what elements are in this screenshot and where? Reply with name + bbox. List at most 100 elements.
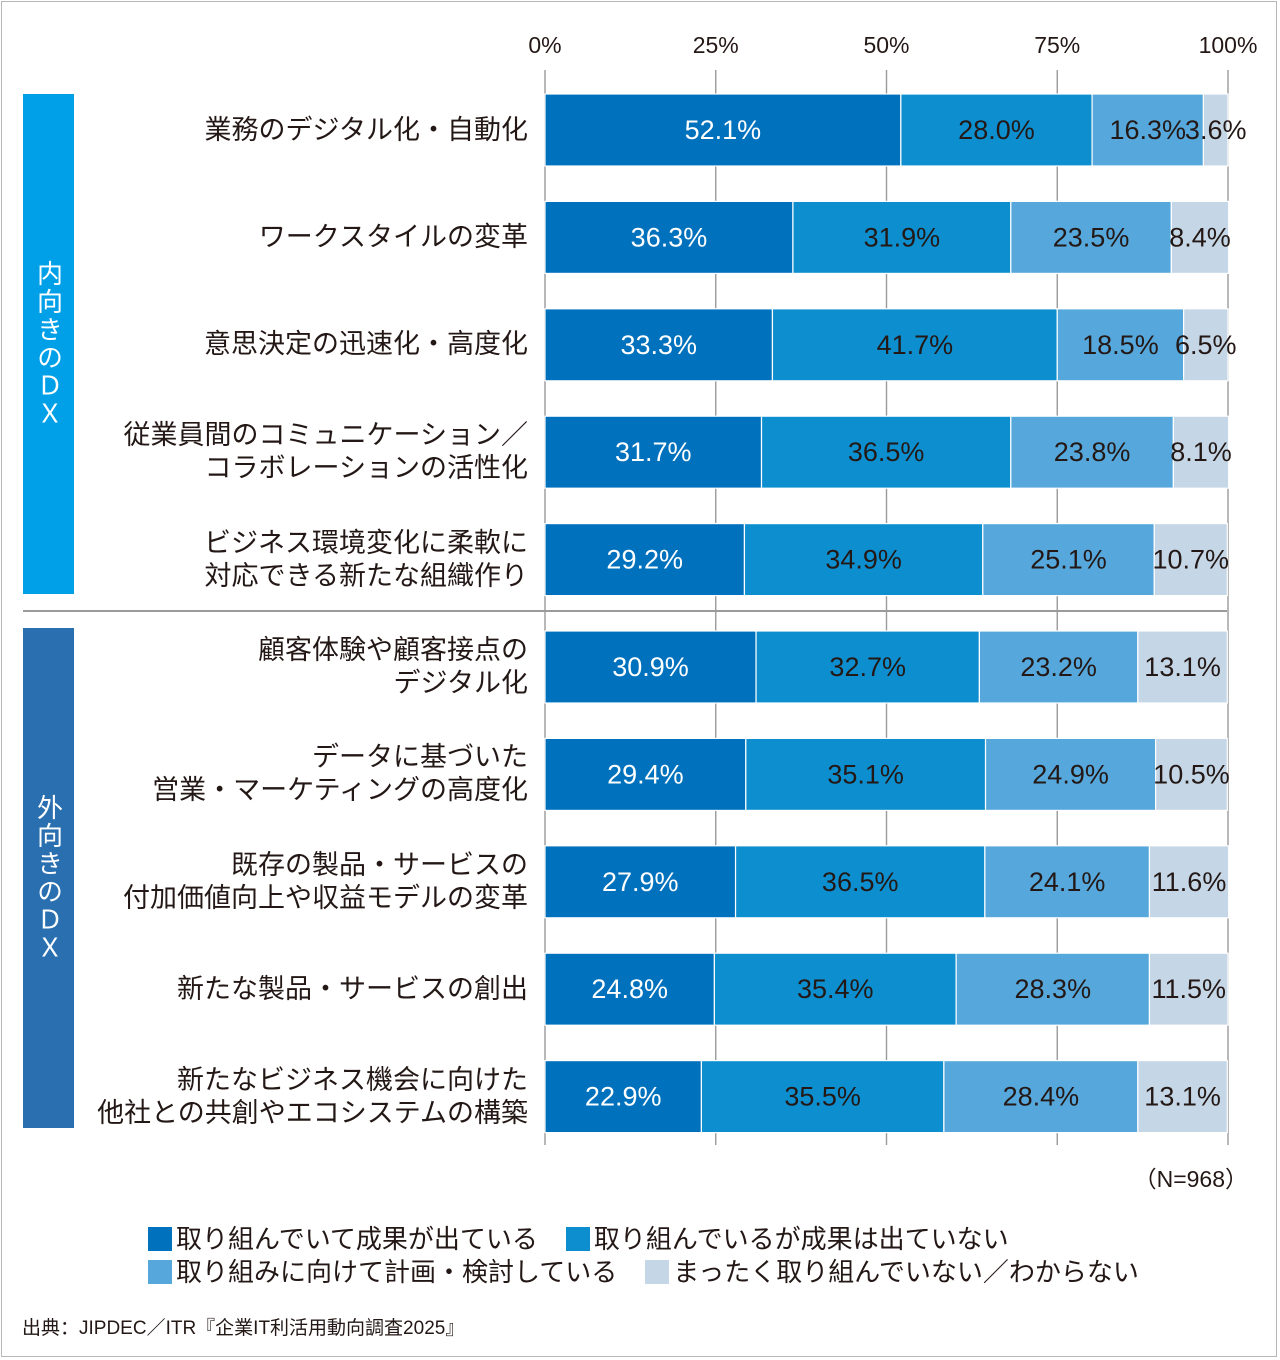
category-label: 意思決定の迅速化・高度化 <box>204 329 528 360</box>
category-label: 顧客体験や顧客接点の デジタル化 <box>258 635 528 698</box>
bar-segment <box>544 93 902 167</box>
bar-segment <box>1183 308 1229 382</box>
data-label: 24.9% <box>1032 759 1109 789</box>
bar-segment <box>900 93 1093 167</box>
legend-swatch <box>565 1226 590 1251</box>
x-tick-label: 75% <box>1034 32 1081 58</box>
data-label: 25.1% <box>1030 545 1107 575</box>
source-note: 出典：JIPDEC／ITR『企業IT利活用動向調査2025』 <box>22 1318 465 1339</box>
group-divider <box>23 610 1227 612</box>
data-label: 32.7% <box>829 652 906 682</box>
legend-label: 取り組んでいて成果が出ている <box>176 1223 538 1254</box>
bar-segment <box>745 737 987 812</box>
bar-segment <box>713 952 957 1026</box>
bar-segment <box>1172 415 1230 489</box>
legend-swatch <box>148 1226 172 1251</box>
category-label: ワークスタイルの変革 <box>258 221 528 252</box>
category-label: 新たなビジネス機会に向けた 他社との共創やエコシステムの構築 <box>97 1064 528 1128</box>
category-label: データに基づいた 営業・マーケティングの高度化 <box>152 742 528 806</box>
legend-swatch <box>148 1259 172 1284</box>
data-label: 16.3% <box>1109 115 1186 145</box>
data-label: 52.1% <box>685 115 762 145</box>
data-label: 8.1% <box>1170 437 1232 467</box>
legend-label: まったく取り組んでいない／わからない <box>673 1256 1139 1287</box>
legend-item: 取り組みに向けて計画・検討している <box>148 1256 617 1288</box>
bar-segment <box>984 845 1151 919</box>
data-label: 30.9% <box>612 652 689 682</box>
data-label: 29.4% <box>607 759 684 789</box>
sample-size-note: （N=968） <box>1133 1166 1248 1192</box>
bar-segment <box>1148 952 1229 1026</box>
data-label: 6.5% <box>1175 330 1237 360</box>
bar-segment <box>771 308 1058 382</box>
data-label: 41.7% <box>877 330 954 360</box>
data-label: 28.4% <box>1003 1082 1080 1112</box>
data-label: 23.2% <box>1020 652 1097 682</box>
data-label: 28.3% <box>1015 974 1092 1004</box>
data-label: 36.5% <box>848 437 925 467</box>
data-label: 22.9% <box>585 1082 662 1112</box>
data-label: 34.9% <box>825 545 902 575</box>
bar-segment <box>1148 845 1230 919</box>
data-label: 31.9% <box>864 222 941 252</box>
bar-segment <box>760 415 1012 489</box>
data-label: 27.9% <box>602 867 679 897</box>
bar-segment <box>544 1059 703 1134</box>
data-label: 13.1% <box>1144 1082 1221 1112</box>
data-label: 28.0% <box>958 115 1035 145</box>
data-label: 24.1% <box>1029 867 1106 897</box>
bar-segment <box>1170 200 1230 274</box>
data-label: 35.4% <box>797 974 874 1004</box>
legend-label: 取り組んでいるが成果は出ていない <box>593 1223 1009 1254</box>
bar-segment <box>755 630 980 704</box>
legend: 取り組んでいて成果が出ている 取り組んでいるが成果は出ていない 取り組みに向けて計画… <box>148 1222 1139 1288</box>
legend-item: 取り組んでいて成果が出ている <box>148 1223 538 1255</box>
category-label: 既存の製品・サービスの 付加価値向上や収益モデルの変革 <box>123 849 528 913</box>
bar-segment <box>1137 1059 1228 1134</box>
bar-segment <box>544 845 737 919</box>
legend-item: まったく取り組んでいない／わからない <box>645 1256 1139 1288</box>
bar-segment <box>700 1059 945 1134</box>
bar-segment <box>1091 93 1205 167</box>
data-label: 8.4% <box>1169 222 1231 252</box>
group-label: 内向きのＤＸ <box>23 94 74 594</box>
bar-segment <box>978 630 1139 704</box>
data-label: 3.6% <box>1185 115 1247 145</box>
data-label: 23.5% <box>1053 222 1130 252</box>
data-label: 36.3% <box>631 222 708 252</box>
data-label: 24.8% <box>591 974 668 1004</box>
bar-segment <box>544 952 715 1026</box>
bar-segment <box>1137 630 1228 704</box>
data-label: 31.7% <box>615 437 692 467</box>
legend-swatch <box>645 1259 670 1284</box>
data-label: 35.1% <box>827 759 904 789</box>
data-label: 11.6% <box>1152 867 1227 897</box>
x-tick-label: 25% <box>692 32 739 58</box>
bar-segment <box>544 415 763 489</box>
data-label: 18.5% <box>1082 330 1159 360</box>
category-label: 新たな製品・サービスの創出 <box>177 973 528 1004</box>
bar-segment <box>1056 308 1185 382</box>
bar-segment <box>1202 93 1229 167</box>
category-label: 従業員間のコミュニケーション／ コラボレーションの活性化 <box>123 420 528 484</box>
data-label: 10.5% <box>1153 759 1230 789</box>
bar-segment <box>544 308 774 382</box>
data-label: 13.1% <box>1144 652 1221 682</box>
bar-segment <box>544 737 747 812</box>
bar-segment <box>1010 200 1172 274</box>
legend-label: 取り組みに向けて計画・検討している <box>176 1256 618 1287</box>
data-label: 35.5% <box>784 1082 861 1112</box>
category-label: 業務のデジタル化・自動化 <box>204 114 528 145</box>
data-label: 36.5% <box>822 867 899 897</box>
x-tick-label: 0% <box>528 32 562 58</box>
group-label: 外向きのＤＸ <box>23 628 74 1128</box>
bar-segment <box>743 522 984 597</box>
legend-item: 取り組んでいるが成果は出ていない <box>565 1223 1009 1255</box>
data-label: 10.7% <box>1152 545 1229 575</box>
bar-segment <box>544 200 794 274</box>
x-tick-label: 50% <box>863 32 910 58</box>
bar-segment <box>1153 522 1228 597</box>
bar-segment <box>1010 415 1174 489</box>
